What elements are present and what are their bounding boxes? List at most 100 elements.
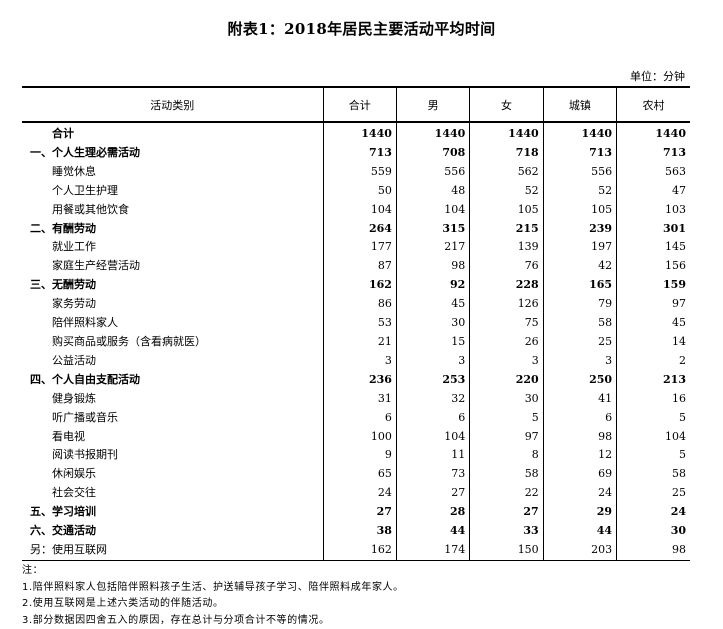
table-cell: 215 [470, 220, 543, 239]
table-cell: 16 [617, 390, 690, 409]
table-cell: 14 [617, 333, 690, 352]
table-cell: 32 [396, 390, 469, 409]
table-cell: 713 [543, 144, 616, 163]
table-cell: 250 [543, 371, 616, 390]
row-label: 健身锻炼 [22, 390, 323, 409]
table-cell: 1440 [543, 122, 616, 144]
table-cell: 97 [617, 295, 690, 314]
table-cell: 156 [617, 257, 690, 276]
table-cell: 27 [323, 503, 396, 522]
table-cell: 8 [470, 446, 543, 465]
table-cell: 159 [617, 276, 690, 295]
column-header-total: 合计 [323, 87, 396, 122]
table-cell: 264 [323, 220, 396, 239]
column-header-urban: 城镇 [543, 87, 616, 122]
row-label: 购买商品或服务（含看病就医） [22, 333, 323, 352]
row-label: 用餐或其他饮食 [22, 201, 323, 220]
row-label: 就业工作 [22, 238, 323, 257]
row-label: 四、个人自由支配活动 [22, 371, 323, 390]
row-label: 公益活动 [22, 352, 323, 371]
column-header-category: 活动类别 [22, 87, 323, 122]
row-label: 合计 [22, 122, 323, 144]
table-cell: 315 [396, 220, 469, 239]
table-cell: 58 [617, 465, 690, 484]
table-cell: 24 [323, 484, 396, 503]
row-label: 社会交往 [22, 484, 323, 503]
table-cell: 5 [617, 409, 690, 428]
table-cell: 3 [543, 352, 616, 371]
row-label: 二、有酬劳动 [22, 220, 323, 239]
table-cell: 24 [543, 484, 616, 503]
table-cell: 22 [470, 484, 543, 503]
row-label: 五、学习培训 [22, 503, 323, 522]
table-cell: 58 [470, 465, 543, 484]
table-cell: 213 [617, 371, 690, 390]
table-cell: 5 [617, 446, 690, 465]
table-cell: 58 [543, 314, 616, 333]
table-cell: 45 [617, 314, 690, 333]
table-cell: 1440 [617, 122, 690, 144]
table-cell: 27 [470, 503, 543, 522]
table-cell: 100 [323, 428, 396, 447]
table-cell: 30 [470, 390, 543, 409]
row-label: 家务劳动 [22, 295, 323, 314]
table-cell: 1440 [323, 122, 396, 144]
row-label: 听广播或音乐 [22, 409, 323, 428]
table-cell: 104 [323, 201, 396, 220]
table-cell: 15 [396, 333, 469, 352]
row-label: 阅读书报期刊 [22, 446, 323, 465]
table-cell: 3 [323, 352, 396, 371]
row-label: 睡觉休息 [22, 163, 323, 182]
table-cell: 65 [323, 465, 396, 484]
table-cell: 104 [396, 428, 469, 447]
column-header-rural: 农村 [617, 87, 690, 122]
row-label: 三、无酬劳动 [22, 276, 323, 295]
table-cell: 44 [543, 522, 616, 541]
row-label: 休闲娱乐 [22, 465, 323, 484]
table-cell: 92 [396, 276, 469, 295]
table-cell: 126 [470, 295, 543, 314]
table-cell: 26 [470, 333, 543, 352]
table-cell: 197 [543, 238, 616, 257]
table-cell: 563 [617, 163, 690, 182]
table-cell: 44 [396, 522, 469, 541]
table-cell: 217 [396, 238, 469, 257]
table-cell: 79 [543, 295, 616, 314]
table-cell: 177 [323, 238, 396, 257]
table-cell: 239 [543, 220, 616, 239]
row-label: 家庭生产经营活动 [22, 257, 323, 276]
row-label: 一、个人生理必需活动 [22, 144, 323, 163]
table-cell: 105 [470, 201, 543, 220]
footnote-heading: 注： [22, 563, 404, 580]
table-cell: 6 [323, 409, 396, 428]
table-cell: 21 [323, 333, 396, 352]
table-cell: 228 [470, 276, 543, 295]
table-cell: 97 [470, 428, 543, 447]
table-cell: 165 [543, 276, 616, 295]
table-cell: 52 [543, 182, 616, 201]
table-cell: 718 [470, 144, 543, 163]
table-cell: 174 [396, 541, 469, 560]
table-cell: 76 [470, 257, 543, 276]
column-header-female: 女 [470, 87, 543, 122]
row-label: 六、交通活动 [22, 522, 323, 541]
footnote-line: 1.陪伴照料家人包括陪伴照料孩子生活、护送辅导孩子学习、陪伴照料成年家人。 [22, 580, 404, 597]
table-cell: 713 [617, 144, 690, 163]
